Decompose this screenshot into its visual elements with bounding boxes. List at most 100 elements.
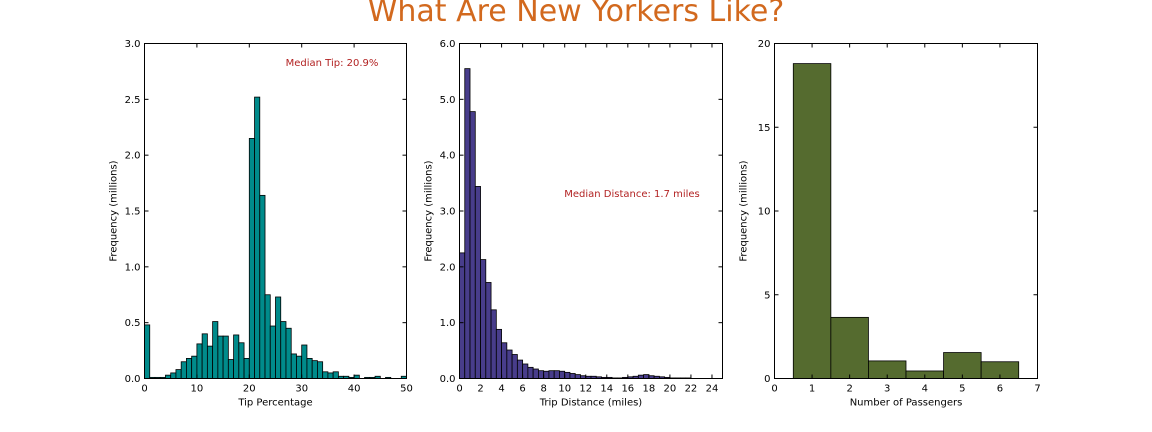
histogram-bar [233, 334, 240, 379]
histogram-bar [259, 194, 266, 379]
histogram-bar [548, 370, 555, 379]
histogram-bar [212, 321, 219, 379]
y-tick-label: 1.0 [125, 262, 141, 273]
y-axis-label: Frequency (millions) [739, 160, 750, 261]
histogram-bar [311, 360, 318, 379]
y-tick-label: 3.0 [440, 207, 456, 218]
x-tick-label: 5 [959, 384, 965, 395]
x-tick-label: 4 [498, 384, 504, 395]
x-tick-label: 30 [295, 384, 308, 395]
histogram-bar [501, 342, 508, 379]
x-tick-label: 12 [579, 384, 592, 395]
y-tick-label: 1.5 [125, 207, 141, 218]
histogram-bar [280, 321, 287, 379]
histogram-bar [254, 96, 261, 379]
x-tick-label: 10 [558, 384, 571, 395]
x-axis-label: Tip Percentage [237, 398, 312, 409]
y-tick-label: 5.0 [440, 95, 456, 106]
x-tick-label: 14 [600, 384, 613, 395]
x-tick-label: 0 [141, 384, 147, 395]
x-tick-label: 7 [1034, 384, 1040, 395]
x-tick-label: 8 [540, 384, 546, 395]
histogram-bar [327, 372, 334, 379]
x-tick-label: 0 [771, 384, 777, 395]
histogram-bar [227, 359, 234, 379]
histogram-bar [296, 355, 303, 379]
histogram-bar [275, 296, 282, 379]
histogram-bar [637, 374, 645, 379]
histogram-bar [485, 282, 492, 379]
histogram-bar [201, 333, 208, 379]
histogram-bar [643, 374, 650, 379]
histogram-bar [269, 325, 276, 379]
x-tick-label: 6 [997, 384, 1003, 395]
histogram-bar [353, 374, 360, 379]
histogram-bar [186, 357, 193, 379]
y-tick-label: 0.5 [125, 318, 141, 329]
y-tick-label: 2.0 [440, 262, 456, 273]
x-tick-label: 16 [621, 384, 634, 395]
histogram-bar [285, 327, 292, 379]
histogram-bar [144, 324, 151, 379]
histogram-bar [206, 345, 214, 379]
x-tick-label: 2 [477, 384, 483, 395]
x-tick-label: 24 [706, 384, 719, 395]
histogram-bar [464, 68, 471, 379]
histogram-bar [469, 111, 476, 379]
x-tick-label: 2 [846, 384, 852, 395]
x-tick-label: 22 [685, 384, 698, 395]
y-tick-label: 2.0 [125, 151, 141, 162]
histogram-bar [243, 357, 250, 379]
histogram-bar [306, 357, 313, 379]
histogram-bar [474, 186, 481, 379]
histogram-bar [527, 366, 534, 379]
x-tick-label: 1 [809, 384, 815, 395]
y-tick-label: 0.0 [440, 374, 456, 385]
x-tick-label: 4 [922, 384, 928, 395]
histogram-bar [490, 309, 497, 379]
histogram-bar [196, 343, 203, 379]
y-tick-label: 20 [758, 39, 771, 50]
histogram-bar [222, 335, 229, 379]
y-tick-label: 3.0 [125, 39, 141, 50]
x-tick-label: 20 [243, 384, 256, 395]
y-tick-label: 2.5 [125, 95, 141, 106]
histogram-bar [574, 374, 581, 379]
median-annotation: Median Distance: 1.7 miles [564, 189, 700, 200]
y-axis-label: Frequency (millions) [424, 160, 435, 261]
histogram-bar [830, 316, 869, 379]
figure-title: What Are New Yorkers Like? [367, 0, 785, 29]
histogram-bar [322, 371, 329, 379]
y-tick-label: 15 [758, 123, 771, 134]
histogram-bar [506, 349, 513, 379]
histogram-bar [480, 259, 487, 379]
histogram-bar [217, 335, 224, 379]
x-tick-label: 3 [884, 384, 890, 395]
chart-panel-3: 0 1 2 3 4 5 6 7 0 5 10 15 20 Number of Passengers Freq… [739, 39, 1041, 409]
histogram-bar [538, 370, 545, 379]
y-tick-label: 6.0 [440, 39, 456, 50]
median-annotation: Median Tip: 20.9% [286, 58, 379, 69]
y-axis-label: Frequency (millions) [109, 160, 120, 261]
histogram-bar [248, 138, 255, 379]
x-tick-label: 50 [400, 384, 413, 395]
y-tick-label: 4.0 [440, 151, 456, 162]
x-axis-label: Number of Passengers [850, 398, 963, 409]
chart-panel-1: 0 10 20 30 40 50 0.0 0.5 1.0 1.5 2.0 2.5 3.0 Tip Perc… [109, 39, 413, 409]
histogram-bar [532, 368, 539, 379]
x-tick-label: 0 [456, 384, 462, 395]
histogram-bar [511, 354, 518, 379]
y-tick-label: 5 [764, 290, 770, 301]
axes-frame [459, 43, 723, 379]
x-tick-label: 10 [191, 384, 204, 395]
y-tick-label: 1.0 [440, 318, 456, 329]
histogram-bar [564, 371, 571, 379]
histogram-bar [516, 359, 524, 379]
histogram-bar [559, 370, 566, 379]
histogram-bar [238, 342, 245, 379]
x-tick-label: 40 [348, 384, 361, 395]
histogram-bar [180, 361, 187, 379]
y-tick-label: 0.0 [125, 374, 141, 385]
histogram-bar [165, 374, 172, 379]
